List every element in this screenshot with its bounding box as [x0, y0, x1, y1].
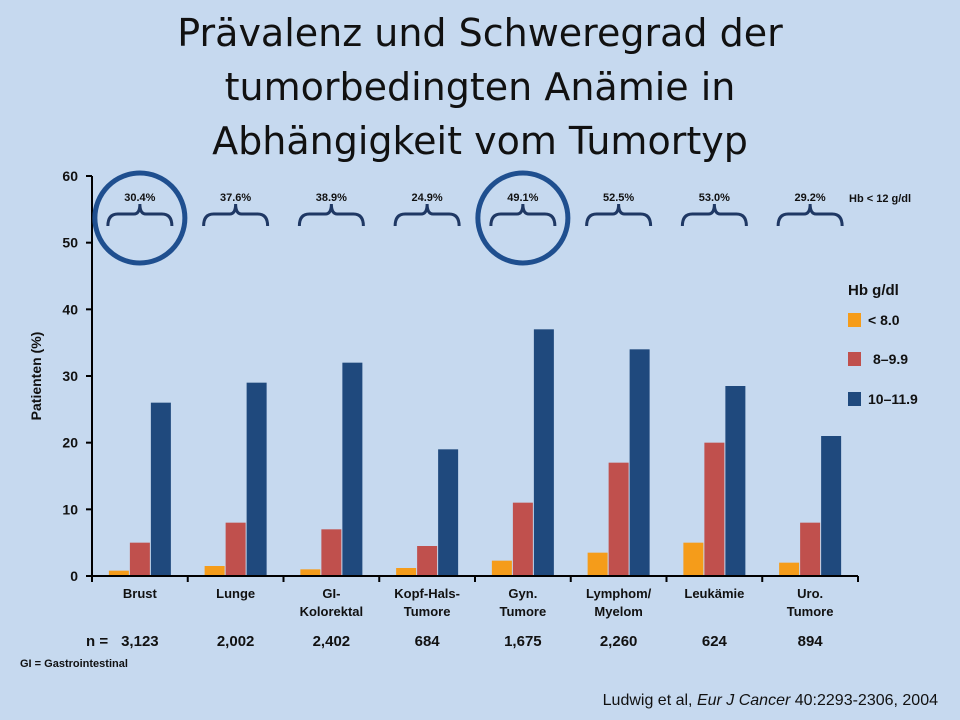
y-axis-title: Patienten (%) — [28, 332, 44, 421]
y-tick-label: 50 — [62, 235, 78, 251]
total-percent-label: 37.6% — [220, 192, 251, 204]
y-tick-label: 30 — [62, 368, 78, 384]
bar-lt8 — [683, 542, 704, 576]
bar-10-11 — [246, 382, 267, 576]
bar-10-11 — [150, 402, 171, 576]
highlight-circle — [475, 170, 571, 266]
legend-label: < 8.0 — [868, 312, 900, 328]
y-tick-label: 10 — [62, 501, 78, 517]
bar-lt8 — [779, 562, 800, 576]
bar-8-9 — [704, 442, 725, 576]
total-percent-label: 49.1% — [507, 192, 538, 204]
footnote: GI = Gastrointestinal — [20, 658, 128, 670]
y-tick-label: 20 — [62, 435, 78, 451]
x-category-label: Myelom — [594, 604, 642, 619]
title-line-3: Abhängigkeit vom Tumortyp — [212, 119, 748, 163]
total-percent-label: 38.9% — [316, 192, 347, 204]
x-category-label: Tumore — [500, 604, 547, 619]
bar-lt8 — [108, 570, 129, 576]
x-category-label: Kolorektal — [300, 604, 364, 619]
x-category-label: GI- — [322, 586, 340, 601]
n-value: 2,002 — [217, 633, 255, 650]
bar-lt8 — [300, 569, 321, 576]
citation-ref: 40:2293-2306, 2004 — [790, 692, 938, 709]
bar-lt8 — [396, 568, 417, 576]
slide-title: Prävalenz und Schweregrad der tumorbedin… — [0, 6, 960, 168]
y-tick-label: 0 — [70, 568, 78, 584]
legend-swatch — [848, 352, 861, 366]
n-value: 1,675 — [504, 633, 542, 650]
n-value: 3,123 — [121, 633, 159, 650]
total-percent-label: 24.9% — [412, 192, 443, 204]
citation: Ludwig et al, Eur J Cancer 40:2293-2306,… — [603, 692, 938, 710]
n-value: 684 — [415, 633, 441, 650]
bar-lt8 — [587, 552, 608, 576]
total-brace — [776, 203, 844, 227]
bar-lt8 — [491, 560, 512, 576]
bar-8-9 — [321, 529, 342, 576]
x-category-label: Kopf-Hals- — [394, 586, 460, 601]
total-percent-label: 52.5% — [603, 192, 634, 204]
x-category-label: Leukämie — [684, 586, 744, 601]
bar-10-11 — [533, 329, 554, 576]
x-category-label: Tumore — [787, 604, 834, 619]
legend-label: 10–11.9 — [868, 391, 918, 407]
bar-10-11 — [342, 362, 363, 576]
n-value: 624 — [702, 633, 728, 650]
title-line-1: Prävalenz und Schweregrad der — [177, 11, 783, 55]
total-brace — [297, 203, 365, 227]
legend-swatch — [848, 313, 861, 327]
bar-8-9 — [800, 522, 821, 576]
y-tick-label: 60 — [62, 168, 78, 184]
total-percent-label: 30.4% — [124, 192, 155, 204]
legend-swatch — [848, 392, 861, 406]
bar-10-11 — [821, 436, 842, 576]
total-percent-label: 29.2% — [795, 192, 826, 204]
y-tick-label: 40 — [62, 301, 78, 317]
n-value: 2,402 — [313, 633, 351, 650]
bar-8-9 — [608, 462, 629, 576]
bar-8-9 — [129, 542, 150, 576]
highlight-circle — [92, 170, 188, 266]
total-brace — [393, 203, 461, 227]
total-brace — [202, 203, 270, 227]
bar-lt8 — [204, 566, 225, 576]
x-category-label: Lymphom/ — [586, 586, 652, 601]
total-brace — [680, 203, 748, 227]
legend-title: Hb g/dl — [848, 282, 899, 299]
totals-label: Hb < 12 g/dl — [849, 193, 911, 205]
bar-10-11 — [438, 449, 459, 576]
x-category-label: Tumore — [404, 604, 451, 619]
n-value: 2,260 — [600, 633, 638, 650]
x-category-label: Gyn. — [508, 586, 537, 601]
total-brace — [585, 203, 653, 227]
total-percent-label: 53.0% — [699, 192, 730, 204]
bar-8-9 — [417, 546, 438, 576]
total-brace — [106, 203, 174, 227]
x-category-label: Uro. — [797, 586, 823, 601]
citation-authors: Ludwig et al, — [602, 692, 697, 709]
x-category-label: Brust — [123, 586, 158, 601]
bar-8-9 — [512, 502, 533, 576]
total-brace — [489, 203, 557, 227]
n-value: 894 — [798, 633, 824, 650]
title-line-2: tumorbedingten Anämie in — [224, 65, 736, 109]
n-label: n = — [86, 633, 108, 650]
bar-8-9 — [225, 522, 246, 576]
legend-label: 8–9.9 — [873, 351, 908, 367]
citation-journal: Eur J Cancer — [696, 692, 791, 709]
x-category-label: Lunge — [216, 586, 255, 601]
bar-10-11 — [725, 386, 746, 576]
bar-10-11 — [629, 349, 650, 576]
